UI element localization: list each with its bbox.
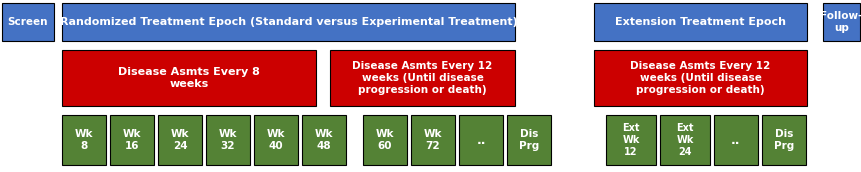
Bar [605,115,655,165]
Text: Randomized Treatment Epoch (Standard versus Experimental Treatment): Randomized Treatment Epoch (Standard ver… [59,17,517,27]
Text: Dis
Prg: Dis Prg [518,129,538,151]
Bar [62,50,316,106]
Bar [254,115,298,165]
Bar [660,115,709,165]
Text: Disease Asmts Every 12
weeks (Until disease
progression or death): Disease Asmts Every 12 weeks (Until dise… [352,61,492,95]
Text: Wk
40: Wk 40 [266,129,285,151]
Text: Ext
Wk
12: Ext Wk 12 [622,123,639,157]
Bar [301,115,345,165]
Text: ..: .. [475,133,486,147]
Text: Extension Treatment Epoch: Extension Treatment Epoch [614,17,785,27]
Bar [713,115,757,165]
Text: Disease Asmts Every 8
weeks: Disease Asmts Every 8 weeks [118,67,260,89]
Bar [593,3,806,41]
Bar [62,115,106,165]
Bar [458,115,503,165]
Bar [362,115,406,165]
Bar [411,115,455,165]
Text: Wk
60: Wk 60 [375,129,393,151]
Text: Wk
32: Wk 32 [219,129,237,151]
Bar [62,3,514,41]
Text: Wk
24: Wk 24 [170,129,189,151]
Text: Wk
72: Wk 72 [424,129,442,151]
Text: Follow-
up: Follow- up [820,11,861,33]
Bar [110,115,154,165]
Bar [822,3,859,41]
Text: Ext
Wk
24: Ext Wk 24 [676,123,693,157]
Bar [206,115,250,165]
Text: Screen: Screen [8,17,48,27]
Bar [761,115,805,165]
Bar [330,50,514,106]
Bar [593,50,806,106]
Text: Dis
Prg: Dis Prg [773,129,793,151]
Text: ..: .. [730,133,740,147]
Text: Wk
48: Wk 48 [314,129,333,151]
Text: Wk
16: Wk 16 [122,129,141,151]
Bar [158,115,201,165]
Bar [506,115,550,165]
Text: Disease Asmts Every 12
weeks (Until disease
progression or death): Disease Asmts Every 12 weeks (Until dise… [629,61,770,95]
Bar [2,3,54,41]
Text: Wk
8: Wk 8 [75,129,93,151]
